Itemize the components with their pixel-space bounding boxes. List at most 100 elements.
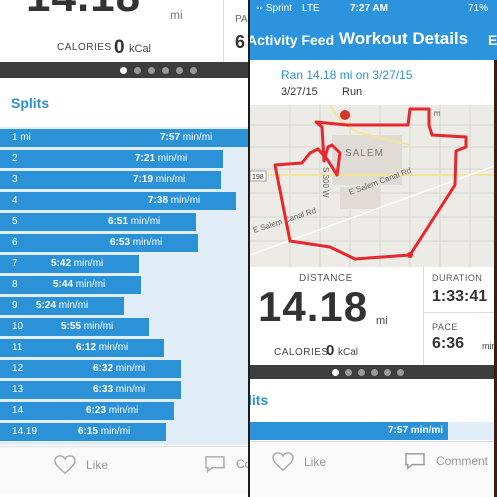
splits-list: 1 mi 7:57 min/mi 2 7:21 min/mi 3 7:19 min/mi 4…	[0, 127, 248, 445]
split-pace-value: 7:21	[135, 153, 156, 164]
split-pace-value: 5:44	[53, 279, 74, 290]
split-bar	[0, 423, 166, 441]
comment-button[interactable]: Comment	[404, 452, 488, 470]
split-pace-unit: min/mi	[75, 279, 106, 290]
split-pace-unit: min/mi	[155, 174, 186, 185]
workout-title[interactable]: Ran 14.18 mi on 3/27/15	[281, 68, 413, 82]
split-pace-value: 6:32	[93, 363, 114, 374]
split-pace: 7:38 min/mi	[148, 195, 200, 206]
split-pace-value: 5:42	[51, 258, 72, 269]
split-pace-value: 7:38	[148, 195, 169, 206]
comment-button[interactable]: Co	[204, 455, 248, 473]
page-dot[interactable]	[134, 67, 141, 74]
page-title: Workout Details	[339, 29, 469, 48]
back-button[interactable]: Activity Feed	[250, 32, 335, 48]
split-mile: 14.19	[12, 426, 38, 437]
split-bar	[0, 234, 198, 252]
page-dots[interactable]	[332, 369, 404, 376]
page-dot[interactable]	[384, 369, 391, 376]
split-mile: 11	[12, 342, 23, 353]
edit-button[interactable]: E	[488, 32, 497, 48]
split-pace: 7:19 min/mi	[133, 174, 185, 185]
page-dot[interactable]	[397, 369, 404, 376]
map-label-e: E	[432, 111, 441, 116]
split-bar	[0, 129, 248, 147]
splits-title: lits	[250, 392, 269, 408]
page-dot[interactable]	[190, 67, 197, 74]
split-mile: 6	[12, 237, 18, 248]
split-pace: 6:32 min/mi	[93, 363, 145, 374]
split-bar	[0, 171, 221, 189]
split-pace: 7:57 min/mi	[388, 425, 444, 436]
page-dot[interactable]	[176, 67, 183, 74]
distance-unit: mi	[170, 8, 183, 22]
split-row: 7:57 min/mi	[250, 422, 497, 440]
split-row: 3 7:19 min/mi	[0, 171, 248, 189]
split-row: 5 6:51 min/mi	[0, 213, 248, 231]
split-row: 4 7:38 min/mi	[0, 192, 248, 210]
page-dot[interactable]	[345, 369, 352, 376]
split-mile: 8	[12, 279, 18, 290]
page-indicator-bar	[0, 62, 248, 78]
split-pace-unit: min/mi	[115, 363, 146, 374]
split-bar	[0, 192, 236, 210]
carrier: ◦◦ Sprint	[256, 3, 292, 14]
page-dot[interactable]	[162, 67, 169, 74]
like-label: Like	[86, 458, 109, 472]
split-mile: 10	[12, 321, 24, 332]
split-pace: 5:44 min/mi	[53, 279, 105, 290]
page-dot-active[interactable]	[332, 369, 339, 376]
page-indicator-bar	[250, 365, 497, 379]
calories-unit: kCal	[129, 43, 152, 55]
comment-icon	[205, 456, 225, 473]
split-row: 12 6:32 min/mi	[0, 360, 248, 378]
workout-date: 3/27/15	[281, 86, 318, 98]
divider	[423, 312, 497, 313]
split-pace-unit: min/mi	[157, 153, 188, 164]
split-row: 8 5:44 min/mi	[0, 276, 248, 294]
split-row: 10 5:55 min/mi	[0, 318, 248, 336]
like-button[interactable]: Like	[54, 455, 108, 475]
split-bar	[0, 213, 196, 231]
heart-icon	[54, 455, 76, 475]
page-dots[interactable]	[120, 67, 197, 74]
action-footer: Like Comment	[250, 441, 497, 497]
split-pace: 5:24 min/mi	[36, 300, 88, 311]
map-label-198: 198	[252, 174, 264, 181]
map-label-300w: S 300 W	[321, 167, 330, 198]
split-pace-unit: min/mi	[98, 342, 129, 353]
split-row: 14.19 6:15 min/mi	[0, 423, 248, 441]
like-button[interactable]: Like	[272, 452, 326, 472]
split-mile: 14	[12, 405, 24, 416]
split-pace-unit: min/mi	[170, 195, 201, 206]
split-mile: 1 mi	[12, 132, 31, 143]
split-pace-unit: min/mi	[132, 237, 163, 248]
split-pace: 6:33 min/mi	[93, 384, 145, 395]
split-pace: 5:42 min/mi	[51, 258, 103, 269]
calories-value: 0	[114, 37, 125, 58]
distance-label: DISTANCE	[299, 273, 353, 284]
comment-label: Comment	[436, 454, 489, 468]
divider	[223, 0, 224, 64]
split-mile: 2	[12, 153, 18, 164]
split-pace-unit: min/mi	[182, 132, 213, 143]
page-dot[interactable]	[371, 369, 378, 376]
split-pace-unit: min/mi	[58, 300, 89, 311]
battery: 71%	[468, 3, 489, 14]
page-dot[interactable]	[358, 369, 365, 376]
split-pace: 5:55 min/mi	[61, 321, 113, 332]
split-row: 13 6:33 min/mi	[0, 381, 248, 399]
split-row: 2 7:21 min/mi	[0, 150, 248, 168]
split-pace-value: 7:19	[133, 174, 154, 185]
route-map[interactable]: SALEM S 300 W E Salem Canal Rd E Salem C…	[250, 104, 497, 267]
comment-label: Co	[236, 457, 248, 471]
divider	[423, 267, 424, 365]
split-row: 7 5:42 min/mi	[0, 255, 248, 273]
page-dot-active[interactable]	[120, 67, 127, 74]
split-pace: 7:57 min/mi	[160, 132, 212, 143]
distance-unit: mi	[376, 315, 388, 327]
page-dot[interactable]	[148, 67, 155, 74]
split-bar	[0, 339, 164, 357]
workout-stats: DISTANCE 14.18 mi DURATION 1:33:41 PACE …	[250, 267, 497, 365]
split-bar	[0, 402, 174, 420]
